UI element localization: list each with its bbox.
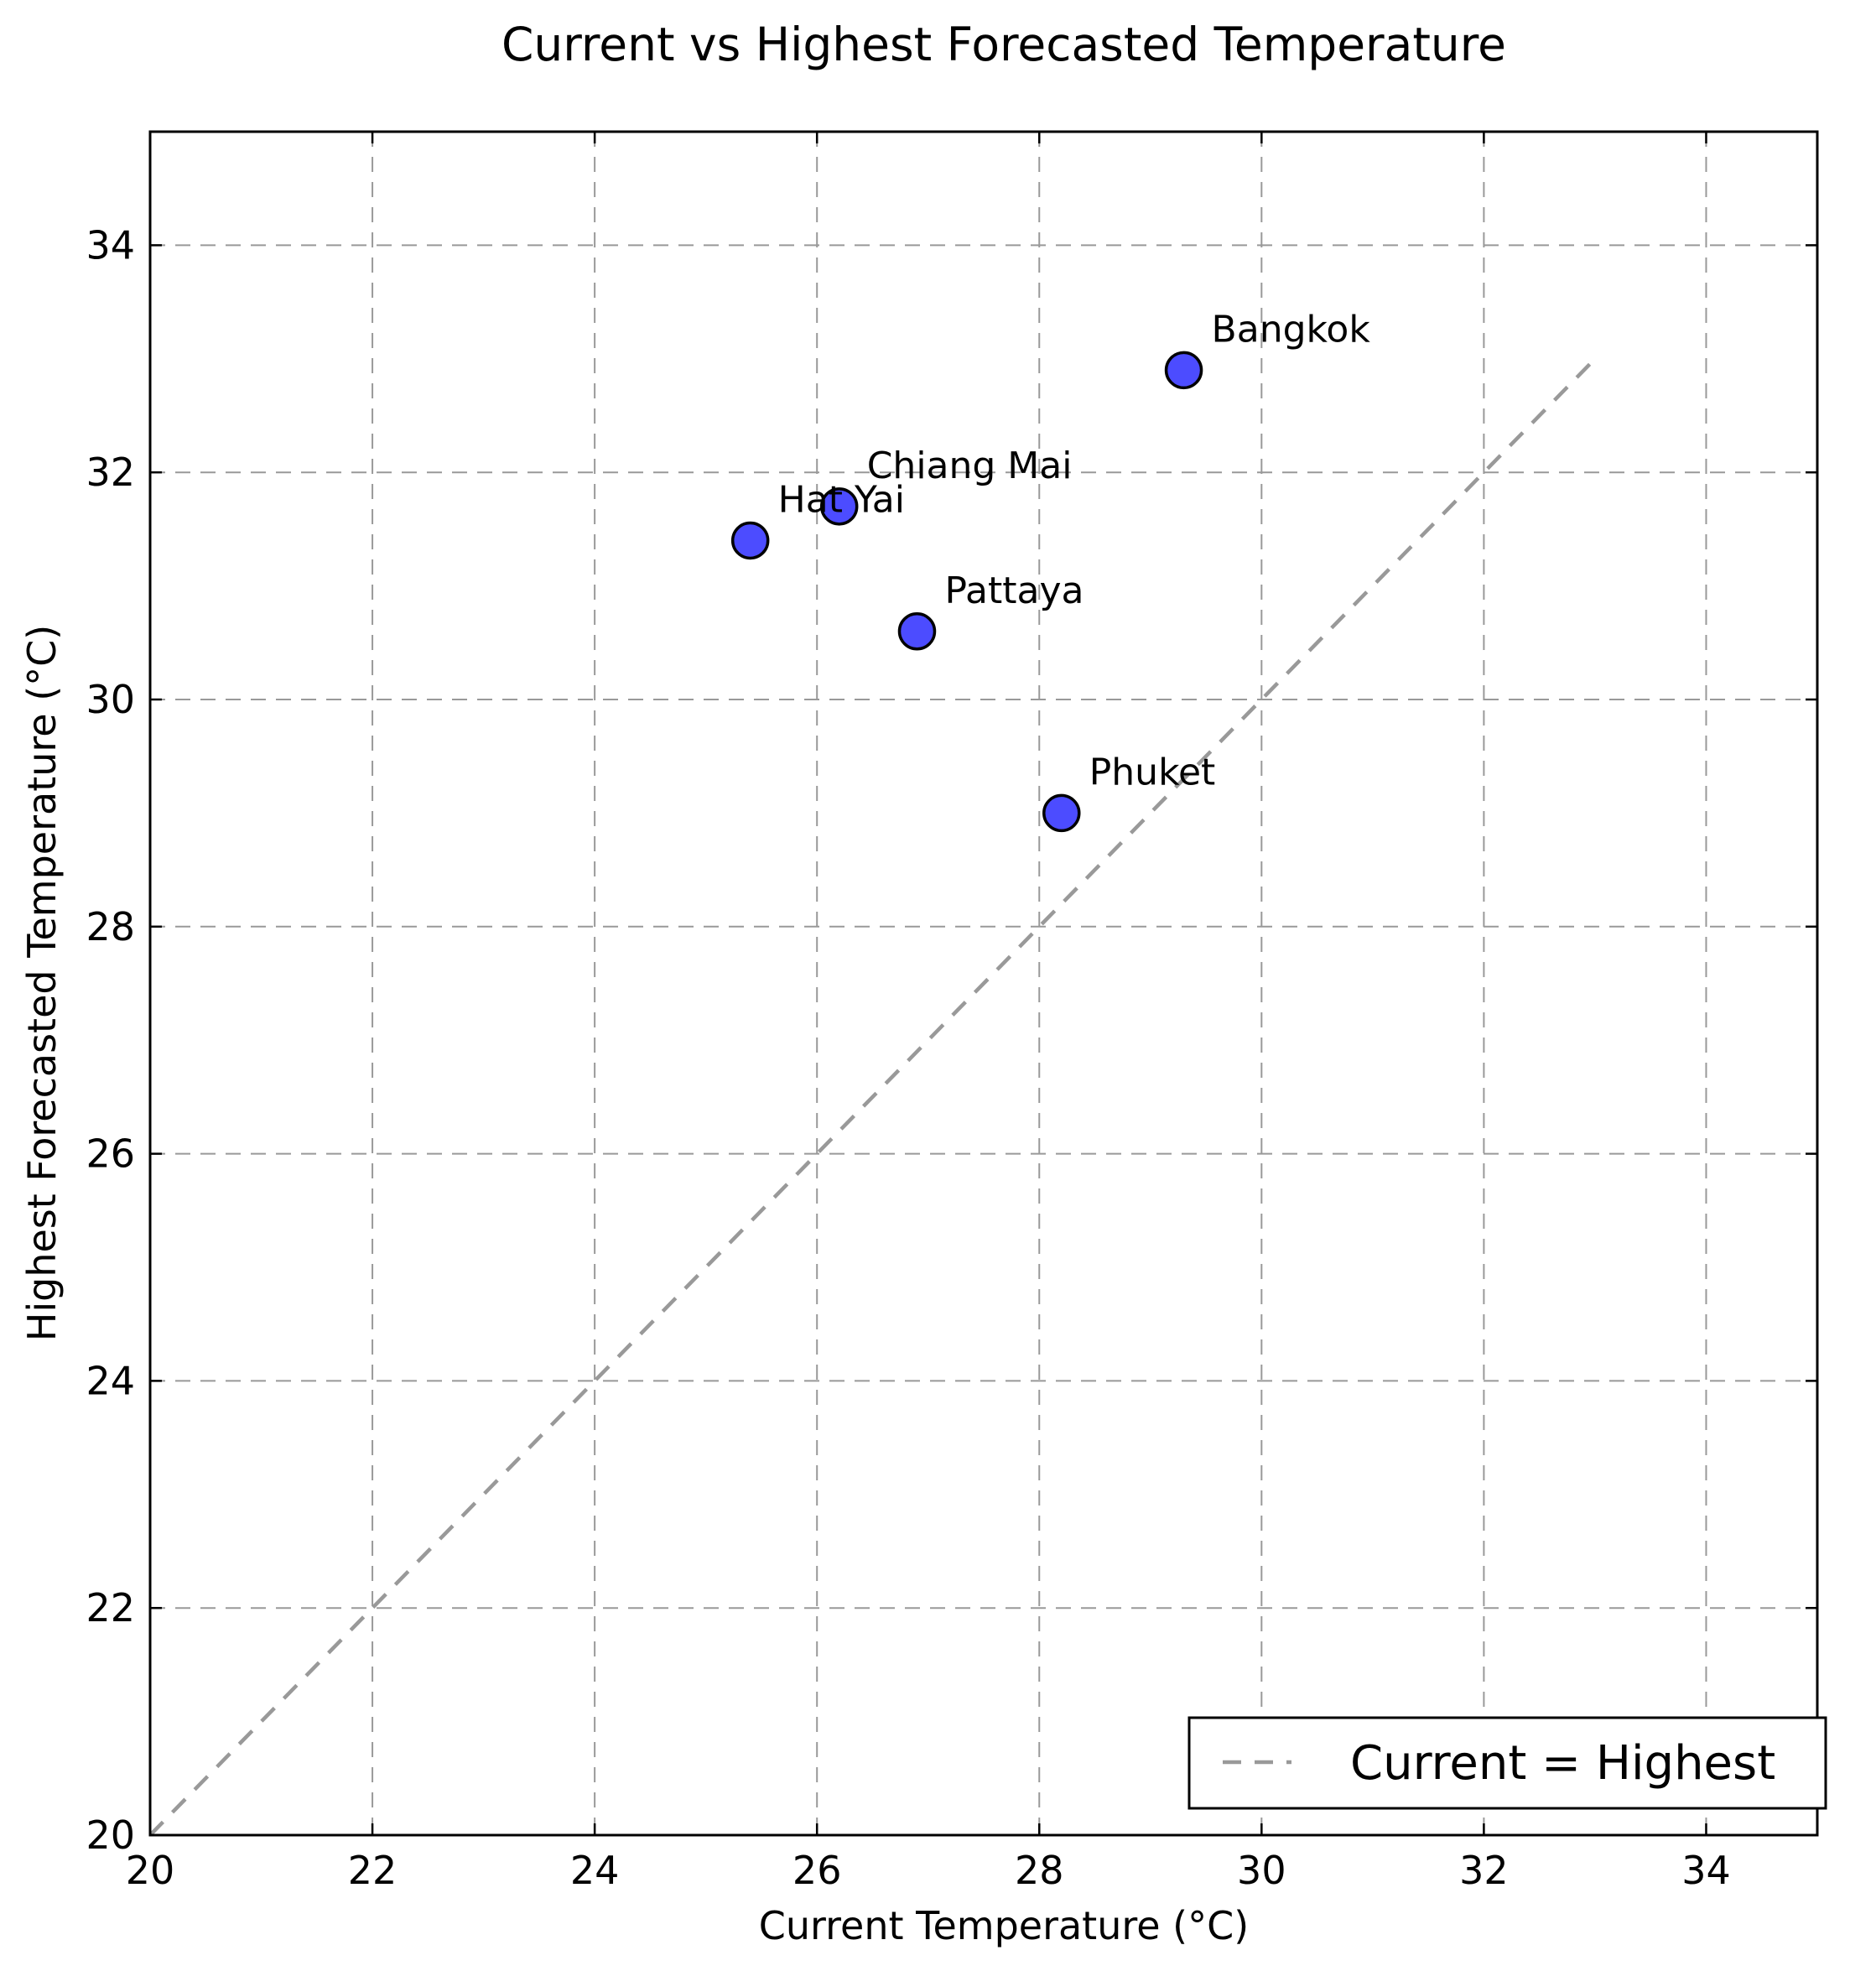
plot-area-frame: [148, 130, 1819, 1837]
x-tick-label: 24: [570, 1848, 620, 1893]
y-axis-label: Highest Forecasted Temperature (°C): [19, 625, 65, 1341]
x-tick-label: 32: [1459, 1848, 1509, 1893]
reference-line-layer: [148, 357, 1597, 1837]
x-tick-label: 34: [1681, 1848, 1731, 1893]
reference-line: [148, 357, 1597, 1837]
chart-title: Current vs Highest Forecasted Temperatur…: [501, 18, 1506, 71]
point-label: Bangkok: [1212, 308, 1371, 351]
legend-entry-label: Current = Highest: [1350, 1736, 1775, 1791]
x-tick-label: 20: [126, 1848, 175, 1893]
point-label: Pattaya: [944, 569, 1084, 612]
point-label: Phuket: [1089, 751, 1216, 793]
point-label: Hat Yai: [778, 478, 905, 521]
y-tick-label: 22: [86, 1585, 135, 1630]
y-tick-label: 26: [86, 1131, 135, 1177]
x-tick-label: 30: [1237, 1848, 1286, 1893]
y-tick-label: 30: [86, 677, 135, 722]
y-tick-label: 32: [86, 450, 135, 495]
point-label: Chiang Mai: [867, 445, 1073, 487]
ticks-layer: 20 22 24 26 28 30 32 34 20 22 24 26 28 30 32 34: [86, 132, 1817, 1893]
y-tick-label: 34: [86, 222, 135, 268]
y-tick-label: 20: [86, 1812, 135, 1858]
data-point: [730, 521, 770, 560]
data-point: [897, 612, 937, 651]
legend-frame: [1187, 1716, 1827, 1810]
grid: [150, 132, 1817, 1835]
legend: Current = Highest: [1187, 1716, 1827, 1810]
data-point: [819, 487, 859, 526]
x-tick-label: 26: [792, 1848, 842, 1893]
x-tick-label: 22: [348, 1848, 398, 1893]
y-tick-label: 24: [86, 1358, 135, 1403]
y-tick-label: 28: [86, 904, 135, 949]
data-point: [1164, 351, 1203, 390]
x-axis-label: Current Temperature (°C): [759, 1903, 1249, 1948]
data-point: [1042, 793, 1081, 833]
x-tick-label: 28: [1015, 1848, 1064, 1893]
